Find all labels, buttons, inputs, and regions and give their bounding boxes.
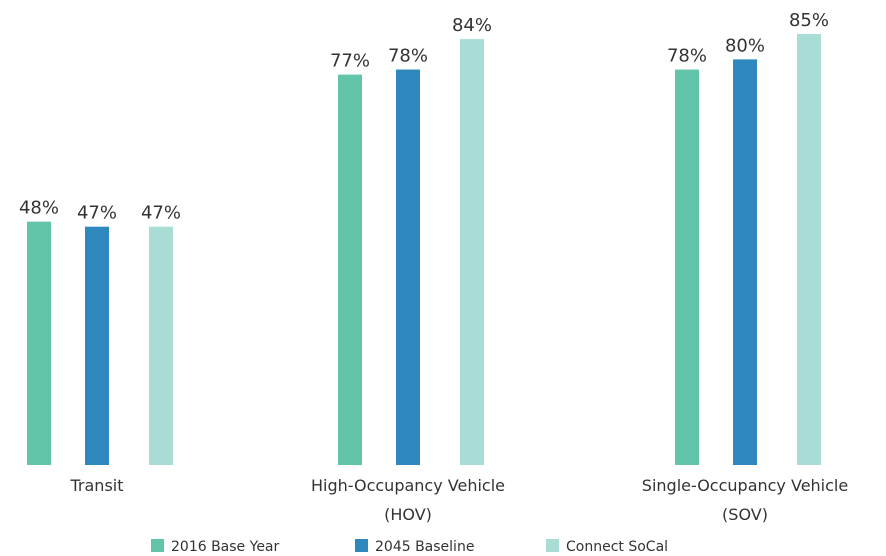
bar-0-2 [149, 226, 173, 465]
value-label-0-2: 47% [141, 203, 181, 224]
value-label-0-0: 48% [19, 198, 59, 219]
value-label-2-2: 85% [789, 10, 829, 31]
bar-2-0 [675, 69, 699, 465]
value-labels-group: 48% 77% 78% 47% 78% 80% 47% 84% 85% [19, 10, 829, 224]
legend-swatch-2 [546, 539, 559, 552]
legend-swatch-0 [151, 539, 164, 552]
bar-1-1 [396, 69, 420, 465]
value-label-2-1: 80% [725, 35, 765, 56]
bar-2-1 [733, 59, 757, 466]
category-label-0-0: Transit [70, 476, 124, 495]
legend: 2016 Base Year 2045 Baseline Connect SoCal [151, 539, 668, 555]
bar-0-0 [27, 221, 51, 465]
value-label-0-1: 47% [77, 203, 117, 224]
category-label-1-1: (HOV) [384, 505, 432, 524]
category-label-1-0: High-Occupancy Vehicle [311, 476, 505, 495]
bar-1-2 [460, 39, 484, 466]
bar-1-0 [338, 74, 362, 466]
value-label-1-2: 84% [452, 15, 492, 36]
category-labels-group: Transit High-Occupancy Vehicle (HOV) Single… [70, 476, 849, 524]
bar-0-1 [85, 226, 109, 465]
legend-label-0: 2016 Base Year [171, 539, 280, 555]
value-label-1-1: 78% [388, 46, 428, 67]
category-label-2-1: (SOV) [722, 505, 768, 524]
legend-label-2: Connect SoCal [566, 539, 668, 555]
legend-label-1: 2045 Baseline [375, 539, 474, 555]
category-label-2-0: Single-Occupancy Vehicle [642, 476, 848, 495]
legend-swatch-1 [355, 539, 368, 552]
bars-group [27, 34, 821, 466]
value-label-1-0: 77% [330, 51, 370, 72]
bar-2-2 [797, 34, 821, 466]
value-label-2-0: 78% [667, 46, 707, 67]
